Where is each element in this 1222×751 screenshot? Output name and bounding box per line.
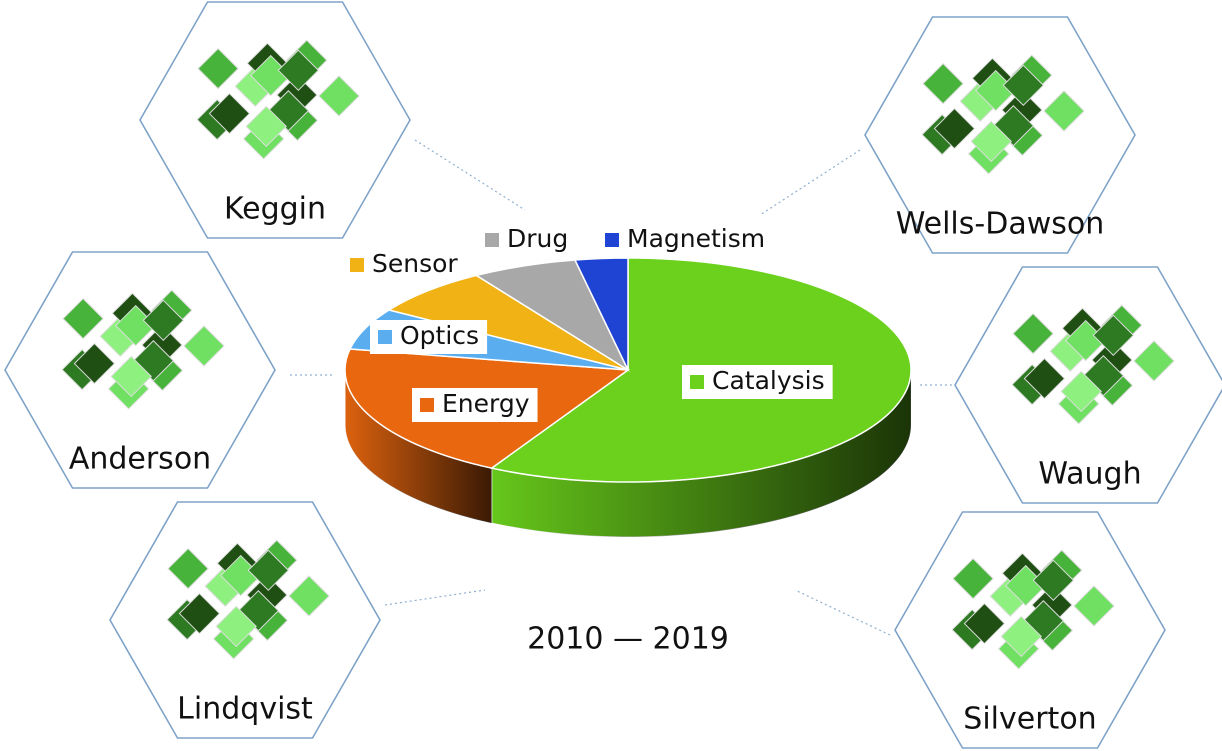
polyhedron	[247, 549, 290, 592]
polyhedron	[178, 592, 221, 635]
structure-label: Lindqvist	[177, 692, 313, 727]
decoration: Keggin Wells-Dawson Anderson Waugh Lindqvist…	[4, 1, 1222, 749]
polyhedron	[952, 557, 994, 600]
polyhedron	[1073, 585, 1115, 627]
legend-label: Magnetism	[627, 224, 765, 253]
polyhedron	[1023, 357, 1066, 400]
legend-swatch	[420, 398, 434, 412]
polyhedron	[208, 92, 251, 135]
connector	[759, 149, 861, 216]
polyhedron	[1032, 559, 1075, 602]
polyhedron	[183, 325, 225, 367]
polyhedron	[1060, 370, 1102, 413]
connector	[384, 589, 486, 606]
slice-shade	[491, 370, 911, 538]
pie: Catalysis Energy Optics Sensor Drug Magnetism	[344, 224, 912, 538]
polyhedron	[110, 355, 152, 398]
polyhedron	[197, 47, 239, 90]
connector	[794, 589, 891, 636]
structure-label: Keggin	[224, 192, 326, 227]
polyhedron	[1012, 312, 1054, 355]
legend-label: Energy	[442, 389, 530, 418]
chart-title: 2010 — 2019	[527, 622, 729, 657]
slice	[387, 274, 629, 371]
slice	[573, 257, 629, 371]
polyhedron	[1043, 90, 1085, 132]
slice-shade	[345, 370, 492, 524]
legend-swatch	[378, 330, 392, 344]
structure-label: Anderson	[69, 442, 211, 477]
polyhedron	[142, 299, 185, 342]
polyhedron	[73, 342, 116, 385]
polyhedron	[992, 105, 1035, 147]
legend-label: Sensor	[372, 249, 458, 278]
polyhedron	[970, 120, 1012, 163]
polyhedron	[215, 605, 257, 648]
connector	[414, 139, 526, 211]
legend-label: Drug	[507, 224, 568, 253]
polyhedron	[933, 107, 976, 150]
label-box	[682, 365, 833, 399]
legend-swatch	[485, 233, 499, 247]
polyhedron	[1133, 340, 1175, 382]
structure-label: Waugh	[1038, 457, 1141, 492]
polyhedron	[267, 90, 310, 132]
polyhedron	[922, 62, 964, 105]
polyhedron	[963, 602, 1006, 645]
polyhedron	[245, 105, 287, 148]
polyhedron	[318, 75, 360, 117]
legend-swatch	[350, 258, 364, 272]
polyhedron	[1000, 615, 1042, 658]
legend-swatch	[690, 375, 704, 389]
structure-label: Silverton	[963, 702, 1096, 737]
polyhedron	[1092, 314, 1135, 357]
legend-swatch	[605, 233, 619, 247]
polyhedron	[167, 547, 209, 590]
polyhedron	[277, 49, 320, 92]
structure-label: Wells-Dawson	[896, 207, 1105, 242]
polyhedron	[1002, 64, 1045, 107]
polyhedron	[62, 297, 104, 340]
polyhedron	[288, 575, 330, 617]
legend-label: Catalysis	[712, 366, 825, 395]
legend-label: Optics	[400, 321, 479, 350]
